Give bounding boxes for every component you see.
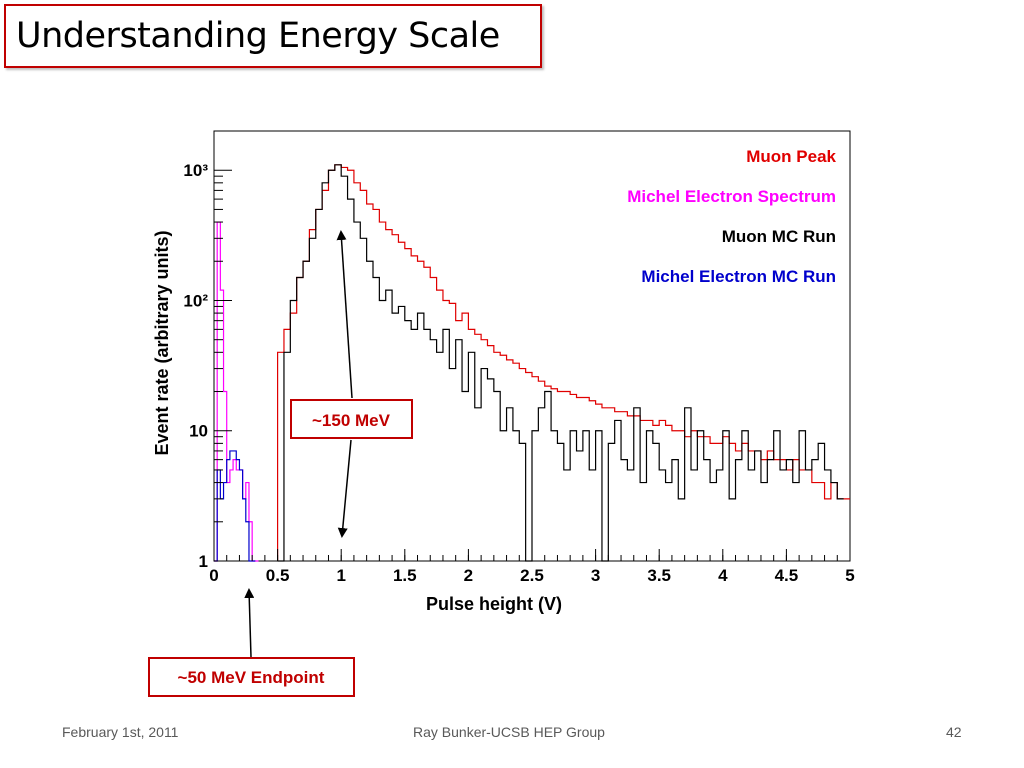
- y-axis-label: Event rate (arbitrary units): [152, 230, 172, 455]
- y-tick-label: 10²: [183, 291, 208, 310]
- x-tick-label: 3: [591, 566, 600, 585]
- x-tick-label: 2: [464, 566, 473, 585]
- axis-layer: 0 0.5 1 1.5 2 2.5 3 3.5 4 4.5 5 1 10 10² 10³: [183, 130, 855, 585]
- series-michel-electron-mc-run: [214, 450, 256, 562]
- arrow-50: [244, 588, 255, 658]
- y-tick-label: 10: [189, 422, 208, 441]
- footer-page-number: 42: [946, 724, 962, 740]
- arrow-150-down: [337, 439, 352, 538]
- footer-date: February 1st, 2011: [62, 724, 179, 740]
- legend-entry: Muon MC Run: [722, 227, 836, 246]
- annotation-50-text: ~50 MeV Endpoint: [178, 668, 325, 687]
- series-muon-peak: [277, 164, 850, 561]
- x-tick-label: 3.5: [647, 566, 671, 585]
- x-tick-label: 4: [718, 566, 728, 585]
- y-tick-label: 1: [199, 552, 208, 571]
- x-tick-label: 0.5: [266, 566, 290, 585]
- footer-author: Ray Bunker-UCSB HEP Group: [413, 724, 605, 740]
- x-tick-label: 1: [336, 566, 345, 585]
- x-tick-label: 1.5: [393, 566, 417, 585]
- annotation-50-box: [148, 657, 355, 697]
- x-tick-label: 5: [845, 566, 854, 585]
- series-layer: [214, 164, 850, 562]
- title-box: Understanding Energy Scale: [4, 4, 542, 68]
- annotation-150-box: [290, 399, 413, 439]
- series-michel-electron-spectrum: [214, 221, 259, 562]
- legend-entry: Michel Electron MC Run: [641, 267, 836, 286]
- annotation-150-text: ~150 MeV: [312, 411, 391, 430]
- legend-entry: Muon Peak: [746, 147, 836, 166]
- series-muon-mc-run: [277, 164, 844, 562]
- x-axis-label: Pulse height (V): [426, 594, 562, 614]
- legend-entry: Michel Electron Spectrum: [627, 187, 836, 206]
- x-tick-label: 2.5: [520, 566, 544, 585]
- y-tick-label: 10³: [183, 161, 208, 180]
- arrow-150-up: [336, 230, 353, 399]
- slide-title: Understanding Energy Scale: [16, 16, 500, 56]
- x-tick-label: 0: [209, 566, 218, 585]
- x-tick-label: 4.5: [775, 566, 799, 585]
- legend: Muon Peak Michel Electron Spectrum Muon MC…: [627, 147, 836, 286]
